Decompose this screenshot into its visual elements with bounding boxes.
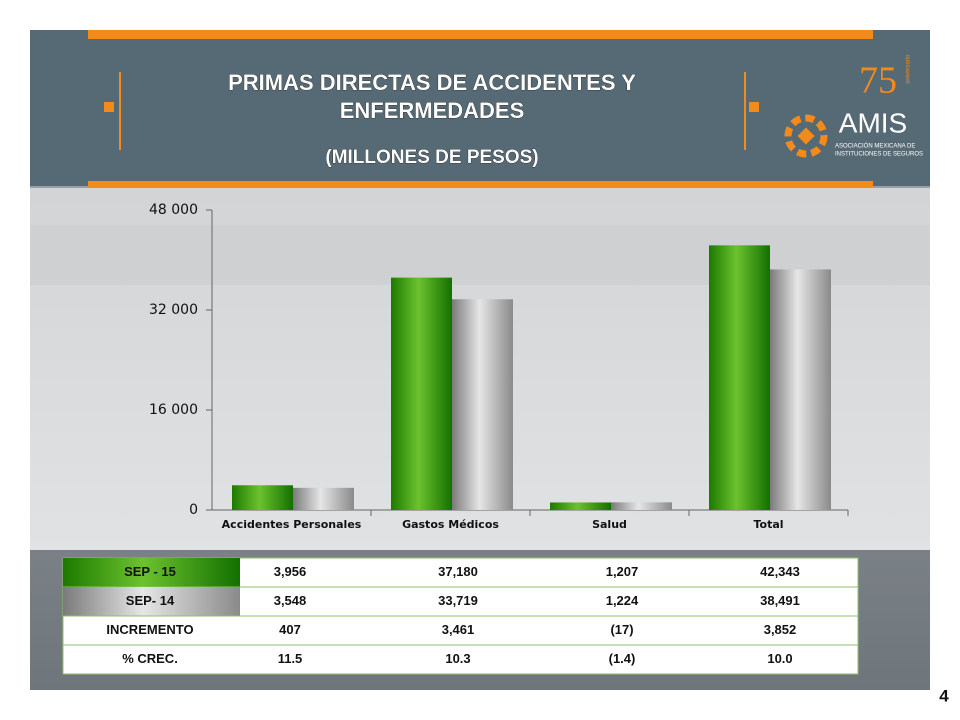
row-label: SEP- 14 [126,593,175,608]
table-cell: 10.3 [445,651,470,666]
row-label: % CREC. [122,651,178,666]
page-number: 4 [939,686,949,705]
bar [391,277,452,510]
y-tick-label: 32 000 [149,302,198,318]
logo-word: aniversario [906,54,912,84]
row-header [63,558,240,587]
table-cell: 11.5 [278,651,303,666]
header-bg [30,30,930,186]
table-cell: 42,343 [760,564,800,579]
y-tick-label: 48 000 [149,202,198,218]
table-cell: 3,548 [274,593,307,608]
table-cell: 38,491 [760,593,800,608]
table-cell: 37,180 [438,564,478,579]
table-cell: (17) [610,622,633,637]
table-row [62,644,859,675]
logo: 75 aniversario AMIS ASOCIACIÓN MEXICANA … [784,54,923,158]
table-cell: 3,956 [274,564,307,579]
logo-name: AMIS [839,107,907,138]
table-cell: 1,207 [606,564,639,579]
table-cell: 1,224 [606,593,639,608]
bar [550,502,611,510]
chart-subtitle: (MILLONES DE PESOS) [325,147,538,168]
bar [709,245,770,510]
data-table: SEP - 15 3,956 37,180 1,207 42,343 SEP- 14 3,5… [62,557,859,675]
bracket [749,102,759,112]
x-tick-label: Total [753,518,783,531]
table-cell: 33,719 [438,593,478,608]
table-cell: 3,852 [764,622,797,637]
bar [611,502,672,510]
y-tick-label: 0 [189,502,198,518]
bar [232,485,293,510]
logo-icon [784,114,828,158]
bar [770,269,831,510]
table-cell: 3,461 [442,622,475,637]
chart-title: PRIMAS DIRECTAS DE ACCIDENTES Y ENFERMEDA… [228,70,636,123]
logo-line: INSTITUCIONES DE SEGUROS [835,152,923,158]
x-tick-label: Accidentes Personales [222,518,362,531]
bracket [104,102,114,112]
table-cell: 407 [279,622,301,637]
bar [293,487,354,510]
logo-number: 75 [859,60,897,102]
bar [452,299,513,510]
y-tick-label: 16 000 [149,402,198,418]
orange-bar [88,30,873,39]
row-header [63,587,240,616]
logo-line: ASOCIACIÓN MEXICANA DE [835,143,915,150]
table-cell: 10.0 [767,651,792,666]
table-cell: (1.4) [609,651,636,666]
x-tick-label: Gastos Médicos [402,518,499,531]
x-tick-label: Salud [592,518,627,531]
orange-bar [88,181,873,188]
row-label: INCREMENTO [106,622,193,637]
row-label: SEP - 15 [124,564,176,579]
